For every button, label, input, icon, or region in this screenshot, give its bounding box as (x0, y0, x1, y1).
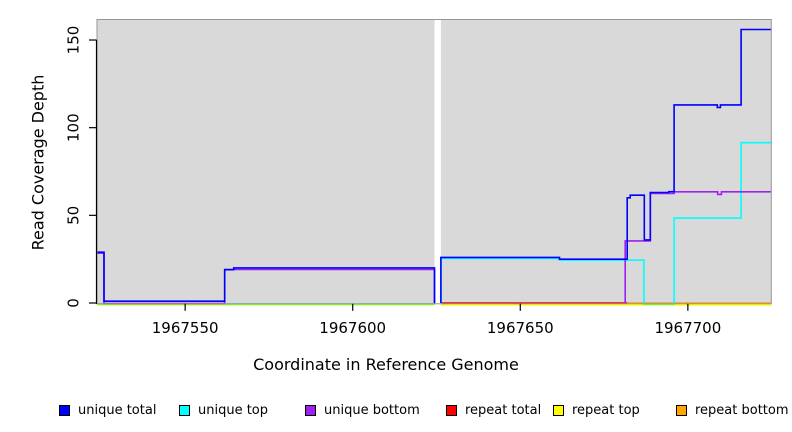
y-tick-label: 150 (65, 26, 83, 55)
y-tick-label: 0 (65, 298, 83, 308)
plot-area (97, 19, 772, 304)
y-tick-label: 100 (65, 113, 83, 142)
y-tick-label: 50 (65, 206, 83, 225)
series-unique-total-line (97, 251, 436, 303)
series-unique-total-line (440, 28, 772, 303)
x-tick-label: 1967650 (487, 319, 554, 337)
x-axis-label: Coordinate in Reference Genome (253, 355, 519, 374)
masked-region (434, 19, 441, 304)
x-tick-label: 1967700 (654, 319, 721, 337)
y-axis-label: Read Coverage Depth (28, 74, 48, 251)
x-tick-label: 1967600 (319, 319, 386, 337)
x-tick-label: 1967550 (152, 319, 219, 337)
